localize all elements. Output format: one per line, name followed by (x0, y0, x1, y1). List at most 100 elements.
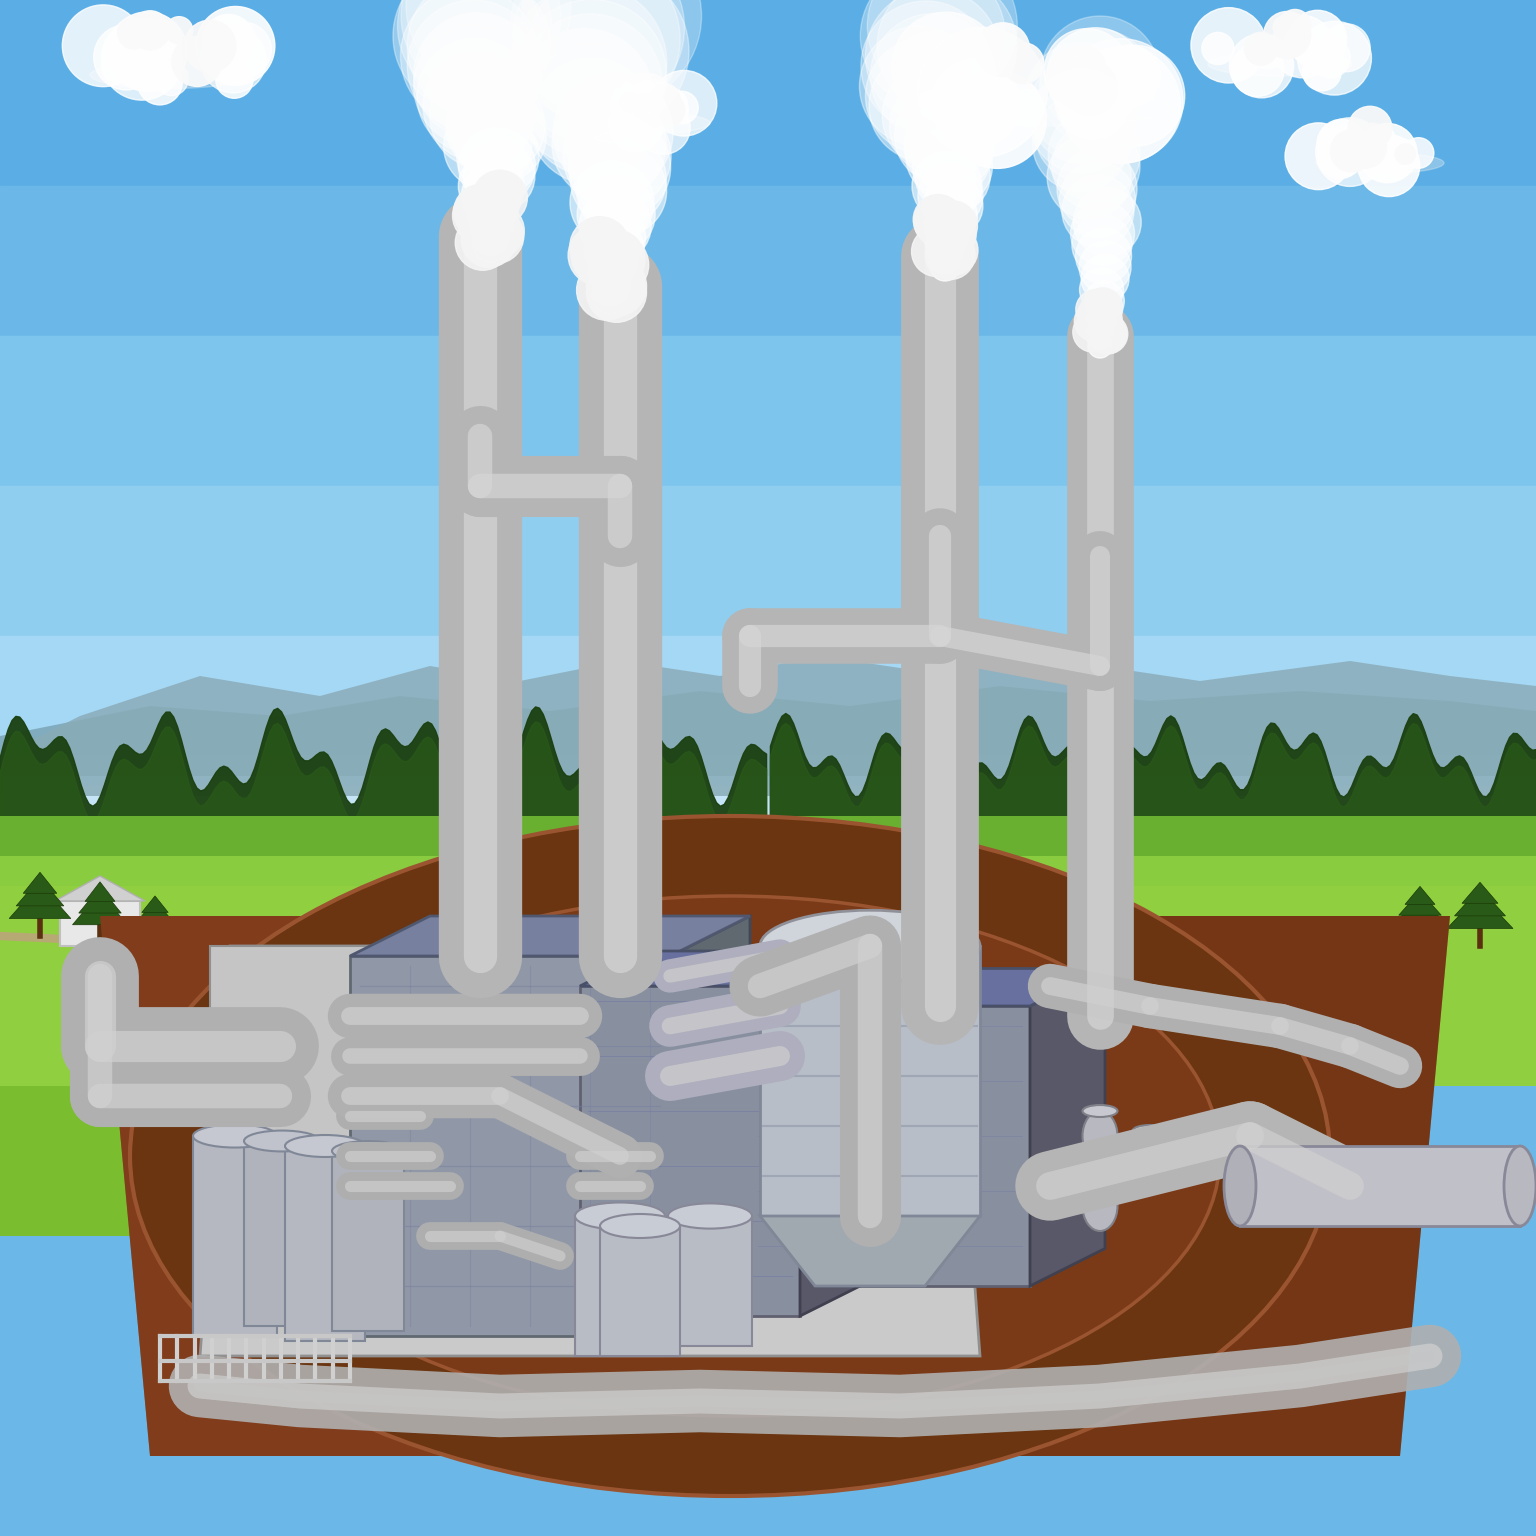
Polygon shape (1393, 895, 1447, 926)
Circle shape (977, 23, 1029, 77)
Circle shape (407, 0, 539, 132)
Ellipse shape (240, 895, 1220, 1416)
Circle shape (473, 229, 507, 263)
Polygon shape (0, 856, 1536, 955)
Circle shape (1318, 134, 1362, 178)
Circle shape (468, 209, 524, 264)
Circle shape (928, 238, 962, 273)
Ellipse shape (760, 911, 980, 982)
Circle shape (1064, 46, 1106, 88)
Polygon shape (0, 816, 1536, 856)
Circle shape (1190, 8, 1266, 83)
Circle shape (464, 178, 519, 233)
Circle shape (1025, 43, 1137, 155)
FancyBboxPatch shape (60, 902, 140, 946)
Circle shape (1035, 83, 1135, 183)
Circle shape (201, 28, 266, 94)
Circle shape (406, 0, 571, 89)
Circle shape (461, 212, 516, 267)
Circle shape (458, 127, 536, 204)
Circle shape (576, 146, 667, 237)
Circle shape (1072, 215, 1132, 275)
Circle shape (1273, 15, 1296, 38)
Circle shape (1229, 34, 1293, 98)
Polygon shape (581, 986, 800, 1316)
Circle shape (137, 60, 183, 104)
Circle shape (860, 26, 980, 146)
Ellipse shape (601, 1213, 680, 1238)
Circle shape (1080, 267, 1123, 312)
Circle shape (1232, 43, 1284, 97)
Polygon shape (750, 1006, 1031, 1286)
Polygon shape (668, 1217, 753, 1346)
Circle shape (401, 0, 561, 95)
Circle shape (931, 60, 1020, 149)
Circle shape (1083, 287, 1123, 327)
Ellipse shape (1132, 1130, 1167, 1181)
Circle shape (568, 117, 671, 218)
Circle shape (445, 77, 545, 175)
Circle shape (1003, 43, 1044, 83)
Circle shape (1060, 161, 1135, 238)
Circle shape (627, 80, 677, 131)
Circle shape (591, 278, 628, 313)
Ellipse shape (1083, 1104, 1118, 1117)
Circle shape (665, 91, 699, 124)
Ellipse shape (1224, 1146, 1256, 1226)
Circle shape (1098, 45, 1161, 108)
Ellipse shape (244, 1130, 319, 1152)
Circle shape (215, 61, 253, 98)
Circle shape (430, 65, 535, 169)
Circle shape (1044, 29, 1129, 114)
Circle shape (912, 126, 992, 206)
Circle shape (584, 233, 637, 289)
Circle shape (568, 226, 628, 286)
Circle shape (588, 263, 630, 306)
Circle shape (401, 0, 538, 124)
Circle shape (1064, 46, 1180, 163)
Polygon shape (350, 915, 750, 955)
Circle shape (184, 20, 237, 72)
Circle shape (473, 170, 527, 226)
Bar (0, 336, 1536, 485)
Circle shape (1046, 28, 1144, 126)
Circle shape (578, 175, 656, 253)
Circle shape (413, 12, 541, 140)
Circle shape (929, 250, 960, 281)
Circle shape (611, 78, 664, 131)
Circle shape (925, 229, 975, 280)
Circle shape (551, 88, 667, 201)
Ellipse shape (574, 1203, 665, 1229)
Circle shape (653, 88, 688, 123)
Bar (0, 0, 1536, 186)
Polygon shape (760, 946, 980, 1217)
Circle shape (528, 58, 654, 184)
Bar (0, 485, 1536, 636)
Circle shape (456, 115, 539, 197)
Circle shape (860, 0, 1006, 109)
Circle shape (453, 89, 547, 183)
Circle shape (912, 151, 982, 221)
Circle shape (1303, 52, 1341, 91)
Circle shape (453, 184, 508, 240)
Circle shape (1081, 255, 1129, 303)
Polygon shape (0, 651, 1536, 796)
Circle shape (516, 0, 667, 149)
Ellipse shape (131, 816, 1330, 1496)
Circle shape (1040, 29, 1155, 146)
Circle shape (621, 74, 671, 124)
Polygon shape (350, 955, 670, 1336)
Circle shape (1316, 120, 1367, 169)
Circle shape (1052, 121, 1140, 210)
Circle shape (928, 201, 977, 250)
Polygon shape (194, 1137, 276, 1336)
Circle shape (631, 94, 657, 120)
Circle shape (914, 195, 963, 244)
Circle shape (455, 215, 510, 270)
Circle shape (470, 204, 513, 247)
Circle shape (1074, 189, 1141, 257)
Circle shape (1087, 313, 1127, 353)
Circle shape (94, 25, 160, 91)
Polygon shape (55, 876, 144, 902)
Circle shape (894, 89, 989, 183)
